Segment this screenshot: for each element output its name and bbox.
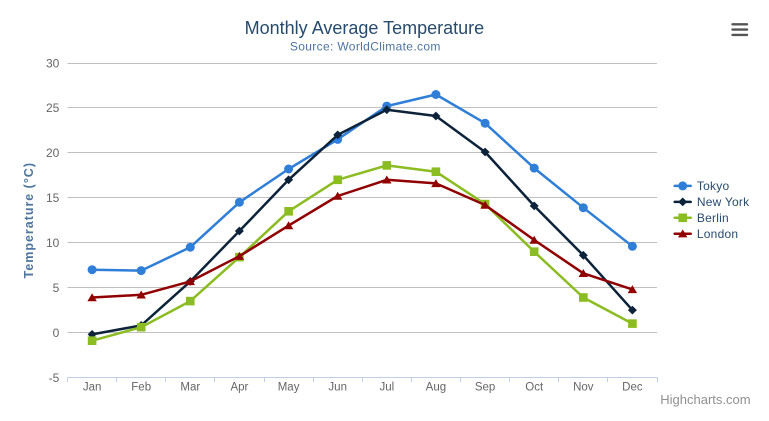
svg-text:0: 0 <box>53 326 60 340</box>
svg-text:15: 15 <box>46 191 60 205</box>
svg-text:Nov: Nov <box>573 381 594 393</box>
svg-text:May: May <box>278 381 300 393</box>
svg-text:Tokyo: Tokyo <box>697 179 730 193</box>
svg-text:Temperature (°C): Temperature (°C) <box>22 162 36 278</box>
svg-text:Apr: Apr <box>230 381 248 393</box>
svg-text:Feb: Feb <box>131 381 151 393</box>
svg-text:Oct: Oct <box>525 381 544 393</box>
svg-text:Highcharts.com: Highcharts.com <box>660 392 750 407</box>
svg-text:New York: New York <box>697 195 750 209</box>
svg-text:Mar: Mar <box>180 381 200 393</box>
svg-text:Jan: Jan <box>83 381 102 393</box>
svg-text:5: 5 <box>53 281 60 295</box>
svg-text:20: 20 <box>46 146 60 160</box>
svg-text:30: 30 <box>46 56 60 70</box>
svg-text:Aug: Aug <box>426 381 446 393</box>
svg-text:Dec: Dec <box>622 381 643 393</box>
svg-text:Monthly Average Temperature: Monthly Average Temperature <box>245 18 484 38</box>
svg-text:Jun: Jun <box>328 381 347 393</box>
svg-text:Jul: Jul <box>379 381 394 393</box>
svg-text:Sep: Sep <box>475 381 495 393</box>
svg-text:10: 10 <box>46 236 60 250</box>
svg-text:Berlin: Berlin <box>697 211 729 225</box>
svg-text:-5: -5 <box>49 371 60 385</box>
svg-text:London: London <box>697 227 738 241</box>
svg-text:25: 25 <box>46 101 60 115</box>
svg-text:Source: WorldClimate.com: Source: WorldClimate.com <box>290 39 441 53</box>
